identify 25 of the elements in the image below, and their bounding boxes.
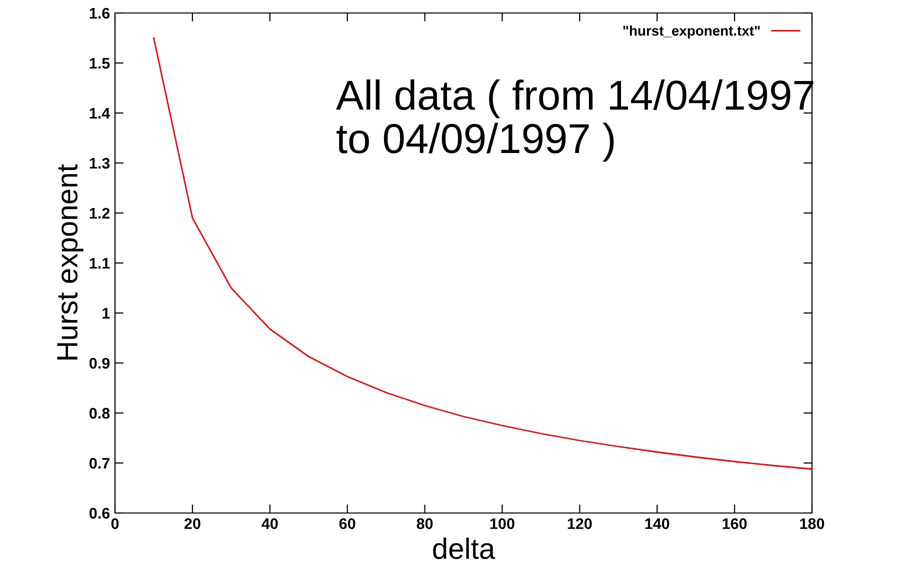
x-tick-label: 80 xyxy=(416,518,433,530)
y-axis-title: Hurst exponent xyxy=(57,164,84,360)
y-tick-label: 0.9 xyxy=(90,358,110,369)
y-tick-label: 1.3 xyxy=(90,158,110,169)
legend-label: "hurst_exponent.txt" xyxy=(623,26,760,38)
x-tick-label: 120 xyxy=(568,518,592,530)
y-tick-label: 0.8 xyxy=(90,408,110,419)
x-tick-label: 60 xyxy=(339,518,356,530)
x-tick-label: 100 xyxy=(490,518,514,530)
x-tick-label: 160 xyxy=(722,518,747,530)
line-series xyxy=(153,37,812,470)
x-tick-label: 140 xyxy=(645,518,670,530)
y-tick-label: 1.1 xyxy=(90,258,110,269)
y-tick-label: 0.7 xyxy=(90,458,110,469)
y-tick-label: 1.6 xyxy=(90,8,110,19)
x-tick-label: 20 xyxy=(184,518,200,530)
x-tick-label: 0 xyxy=(111,518,119,530)
x-tick-label: 40 xyxy=(262,518,278,530)
y-tick-label: 0.6 xyxy=(90,508,110,519)
y-tick-label: 1.5 xyxy=(90,58,110,69)
y-tick-label: 1.2 xyxy=(90,208,110,219)
y-tick-label: 1 xyxy=(102,308,110,319)
y-tick-label: 1.4 xyxy=(90,108,110,119)
x-axis-title: delta xyxy=(433,538,496,560)
x-tick-label: 180 xyxy=(800,518,824,530)
